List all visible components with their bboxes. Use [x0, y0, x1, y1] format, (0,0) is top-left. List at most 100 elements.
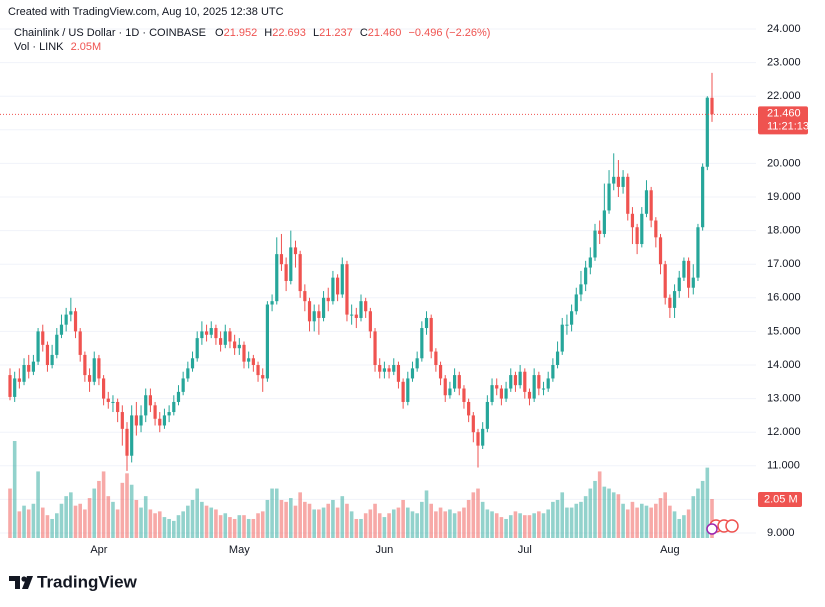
candle-body [55, 334, 59, 355]
open-value: 21.952 [224, 27, 258, 39]
candle-body [45, 344, 50, 365]
volume-bar [31, 503, 36, 538]
y-tick-label: 18.000 [767, 225, 801, 237]
candle-body [541, 388, 546, 390]
volume-bar [97, 480, 101, 538]
candle-pane [8, 72, 714, 471]
volume-bar [471, 492, 476, 538]
volume-bar [274, 488, 279, 538]
volume-bar [190, 499, 195, 538]
candle-body [209, 328, 213, 335]
y-tick-label: 24.000 [767, 23, 801, 35]
volume-bar [443, 511, 448, 538]
volume-bar [167, 518, 171, 538]
volume-bar [139, 507, 143, 538]
candle-body [247, 358, 251, 362]
candle-body [223, 331, 227, 345]
candle-body [523, 371, 527, 392]
candle-body [204, 331, 209, 335]
volume-bar [513, 511, 518, 538]
candle-body [598, 230, 602, 234]
candle-body [406, 378, 410, 402]
volume-bar [289, 498, 293, 538]
volume-bar [602, 486, 607, 538]
volume-bar [26, 509, 31, 538]
volume-bar [677, 518, 682, 538]
volume-bar [654, 503, 658, 538]
volume-bar [270, 488, 274, 538]
candle-body [279, 254, 284, 265]
volume-bar [223, 513, 228, 538]
volume-bar [373, 503, 377, 538]
candle-body [251, 358, 255, 365]
candle-body [570, 311, 574, 325]
volume-bar [640, 503, 644, 538]
candle-body [261, 375, 265, 379]
candle-body [378, 365, 382, 372]
volume-bar [36, 471, 40, 538]
candle-body [22, 365, 26, 382]
candle-body [588, 257, 592, 268]
volume-bar [574, 503, 579, 538]
candle-body [237, 344, 241, 349]
volume-bar [527, 515, 532, 538]
candle-body [41, 331, 45, 345]
volume-bar [494, 513, 499, 538]
volume-bar [457, 511, 462, 538]
volume-bar [17, 511, 22, 538]
volume-bar [424, 490, 429, 538]
candle-body [59, 324, 64, 335]
candle-body [97, 358, 101, 379]
candle-body [125, 428, 129, 456]
volume-bar [303, 501, 307, 538]
candle-body [555, 351, 560, 365]
candle-body [284, 264, 288, 281]
candle-body [172, 401, 176, 413]
candle-body [368, 311, 372, 332]
candle-body [214, 328, 218, 339]
candle-body [293, 247, 298, 255]
volume-tag: 2.05 M [764, 493, 798, 505]
volume-bar [611, 492, 616, 538]
candle-body [635, 227, 639, 245]
y-tick-label: 15.000 [767, 325, 801, 337]
volume-bar [83, 509, 87, 538]
volume-bar [523, 515, 527, 538]
volume-bar [359, 518, 363, 538]
volume-bar [597, 471, 602, 538]
candle-body [331, 277, 335, 302]
candle-body [481, 428, 485, 446]
candle-body [186, 368, 190, 379]
candle-body [340, 264, 344, 295]
volume-bar [354, 518, 359, 538]
volume-bar [265, 499, 270, 538]
volume-bar [658, 498, 663, 538]
candle-body [158, 418, 162, 426]
volume-bar [555, 499, 560, 538]
candle-body [345, 264, 349, 315]
candle-body [710, 97, 714, 115]
x-tick-label: Aug [660, 544, 680, 556]
volume-bar [410, 511, 415, 538]
candle-body [270, 301, 274, 305]
volume-bar [162, 517, 167, 538]
volume-bar [176, 515, 181, 538]
volume-bar [317, 509, 321, 538]
volume-bar [340, 496, 345, 538]
volume-bar [232, 518, 237, 538]
candle-body [139, 415, 143, 426]
candle-body [448, 388, 452, 396]
x-tick-label: May [229, 544, 250, 556]
volume-bar [279, 499, 284, 538]
volume-bar [345, 503, 349, 538]
candle-body [396, 365, 401, 382]
volume-bar [204, 505, 209, 538]
candle-body [574, 294, 578, 312]
candle-body [336, 277, 340, 295]
volume-bar [129, 484, 134, 538]
volume-bar [237, 515, 242, 538]
y-tick-label: 14.000 [767, 359, 801, 371]
candle-body [687, 260, 691, 288]
volume-bar [537, 511, 541, 538]
